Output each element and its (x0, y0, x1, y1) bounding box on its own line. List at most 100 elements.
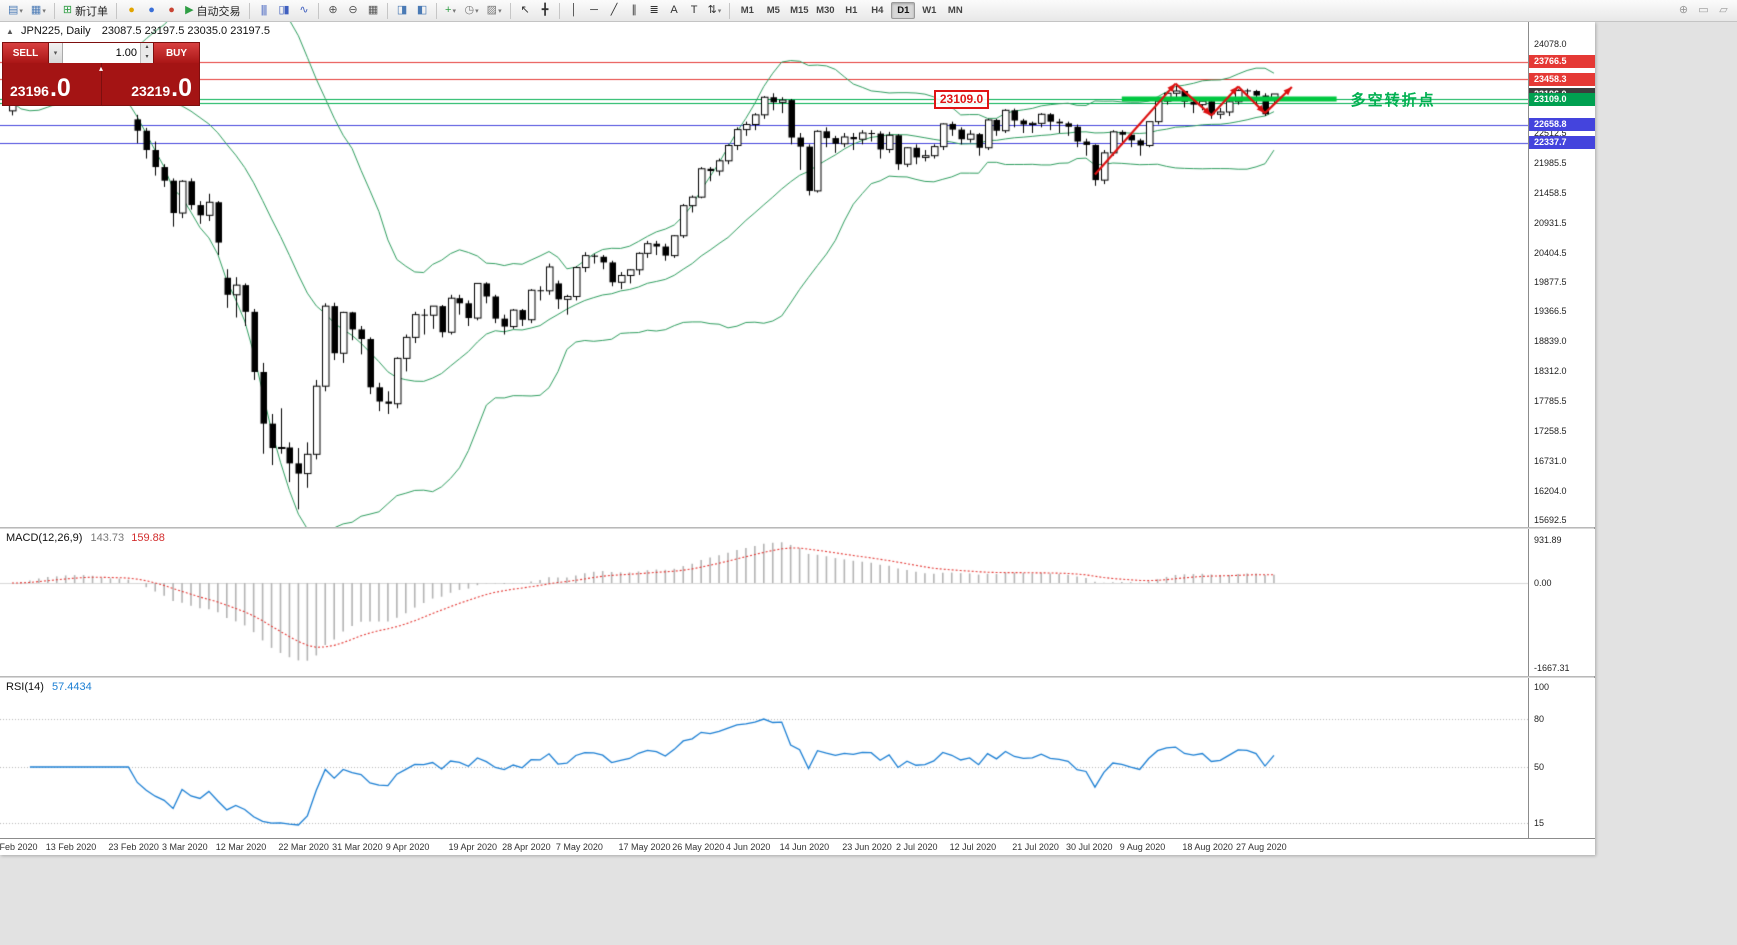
turning-point-annotation[interactable]: 多空转折点 (1350, 92, 1436, 109)
autotrading-button[interactable]: ▶ 自动交易 (181, 2, 244, 20)
rsi-canvas[interactable] (0, 678, 1528, 838)
bar-chart-button[interactable]: ||| (254, 2, 274, 20)
date-axis-label: 9 Aug 2020 (1119, 842, 1166, 852)
rsi-axis-label: 15 (1534, 817, 1545, 828)
buy-price-frac: .0 (171, 74, 192, 102)
cursor-icon: ↖ (520, 4, 529, 16)
trendline-icon: ╱ (610, 4, 618, 16)
new-order-button-label: 新订单 (75, 5, 109, 18)
line-chart-button[interactable]: ∿ (294, 2, 314, 20)
rsi-axis[interactable]: 100 80 50 15 (1528, 678, 1595, 838)
template-button[interactable]: ▨ ▾ (483, 2, 506, 20)
auto-scroll-button[interactable]: ◨ (392, 2, 412, 20)
toolbar-separator (509, 2, 511, 19)
timeframe-m5-button[interactable]: M5 (766, 5, 780, 16)
date-axis-label: 22 Mar 2020 (278, 842, 329, 852)
tile-windows-button[interactable]: ▦ (363, 2, 383, 20)
new-chart-button[interactable]: ▤ ▾ (4, 2, 27, 20)
chevron-down-icon: ▾ (452, 7, 456, 15)
volume-input[interactable] (63, 43, 140, 63)
search-icon: ⊕ (1678, 4, 1688, 16)
volume-down-button[interactable]: ▾ (141, 53, 153, 63)
data-window-button[interactable]: ● (161, 2, 181, 20)
date-axis-label: 2 Jul 2020 (895, 842, 938, 852)
channel-icon: ∥ (631, 4, 636, 16)
chart-shift-button[interactable]: ◧ (412, 2, 432, 20)
new-window-icon: ▭ (1698, 4, 1708, 16)
search-button[interactable]: ⊕ (1673, 2, 1693, 20)
timeframe-h1-button[interactable]: H1 (845, 5, 858, 16)
rsi-axis-label: 100 (1534, 682, 1550, 693)
trendline-button[interactable]: ╱ (604, 2, 624, 20)
chart-symbol-period: JPN225, Daily (20, 25, 91, 37)
market-watch-icon: ● (148, 4, 155, 16)
timeframe-m1-button[interactable]: M1 (740, 5, 754, 16)
period-icon: ◷ (464, 4, 475, 16)
price-chart-canvas[interactable] (0, 22, 1528, 527)
date-axis-label: 28 Apr 2020 (502, 842, 551, 852)
sell-price[interactable]: 23196 .0 (3, 63, 102, 105)
cascade-windows-button[interactable]: ▱ (1713, 2, 1733, 20)
vertical-line-button[interactable]: │ (564, 2, 584, 20)
zoom-out-button[interactable]: ⊖ (343, 2, 363, 20)
date-axis-label: 19 Apr 2020 (448, 842, 497, 852)
sell-button[interactable]: SELL (3, 43, 49, 63)
date-axis-label: 7 May 2020 (555, 842, 603, 852)
line-chart-icon: ∿ (299, 4, 308, 16)
candlestick-chart-button[interactable]: ▯▮ (274, 2, 294, 20)
macd-panel: MACD(12,26,9) 143.73 159.88 931.89 0.00 -1… (0, 529, 1595, 676)
arrows-button[interactable]: ⇅ ▾ (704, 2, 726, 20)
profiles-button[interactable]: ▦ ▾ (27, 2, 50, 20)
price-macd-splitter[interactable] (0, 527, 1594, 529)
price-axis-label: 20931.5 (1534, 217, 1567, 228)
volume-up-button[interactable]: ▴ (141, 43, 153, 53)
timeframe-w1-button[interactable]: W1 (922, 5, 937, 16)
date-axis-label: 21 Jul 2020 (1012, 842, 1059, 852)
auto-scroll-icon: ◨ (396, 4, 407, 16)
buy-price[interactable]: 23219 .0 (102, 63, 200, 105)
fibonacci-button[interactable]: ≣ (644, 2, 664, 20)
crosshair-button[interactable]: ╋ (535, 2, 555, 20)
text-button[interactable]: A (664, 2, 684, 20)
volume-preset-dropdown[interactable]: ▾ (49, 43, 63, 63)
text-label-button[interactable]: T (684, 2, 704, 20)
sell-price-main: 23196 (10, 83, 49, 99)
rsi-header: RSI(14) 57.4434 (6, 681, 92, 693)
timeframe-m15-button[interactable]: M15 (790, 5, 809, 16)
timeframe-mn-button[interactable]: MN (947, 5, 963, 16)
timeframe-h4-button[interactable]: H4 (871, 5, 884, 16)
toolbar-separator (317, 2, 319, 19)
horizontal-line-icon: ─ (590, 4, 598, 16)
period-button[interactable]: ◷ ▾ (461, 2, 483, 20)
one-click-toggle-button[interactable]: ▲ (6, 27, 14, 36)
macd-canvas[interactable] (0, 529, 1528, 676)
cursor-button[interactable]: ↖ (515, 2, 535, 20)
price-axis[interactable]: 24078.0 22512.5 21985.5 21458.5 20931.5 20404… (1528, 22, 1595, 527)
add-indicator-button[interactable]: + ▾ (441, 2, 461, 20)
price-annotation-label[interactable]: 23109.0 (933, 90, 990, 109)
macd-axis[interactable]: 931.89 0.00 -1667.31 (1528, 529, 1595, 676)
candlestick-chart-icon: ▯▮ (278, 4, 289, 16)
price-axis-tag: 23109.0 (1529, 92, 1595, 106)
timeframe-d1-button[interactable]: D1 (891, 2, 916, 19)
horizontal-line-button[interactable]: ─ (584, 2, 604, 20)
new-window-button[interactable]: ▭ (1693, 2, 1713, 20)
new-order-button[interactable]: ⊞ 新订单 (59, 2, 112, 20)
autotrading-button-label: 自动交易 (196, 5, 241, 18)
timeframe-m30-button[interactable]: M30 (816, 5, 835, 16)
indicator-favorites-button[interactable]: ● (121, 2, 141, 20)
toolbar-separator (435, 2, 437, 19)
zoom-in-button[interactable]: ⊕ (323, 2, 343, 20)
market-watch-button[interactable]: ● (141, 2, 161, 20)
add-indicator-icon: + (445, 4, 452, 16)
macd-axis-label: 931.89 (1534, 535, 1562, 545)
buy-button[interactable]: BUY (153, 43, 199, 63)
chevron-down-icon: ▾ (498, 7, 502, 15)
channel-button[interactable]: ∥ (624, 2, 644, 20)
price-axis-label: 20404.5 (1534, 247, 1567, 258)
rsi-axis-label: 50 (1534, 761, 1545, 772)
spread-marker-icon: ▴ (98, 64, 104, 73)
macd-rsi-splitter[interactable] (0, 676, 1594, 678)
one-click-trading-widget: SELL ▾ ▴ ▾ BUY 23196 .0 ▴ 2321 (2, 42, 200, 106)
